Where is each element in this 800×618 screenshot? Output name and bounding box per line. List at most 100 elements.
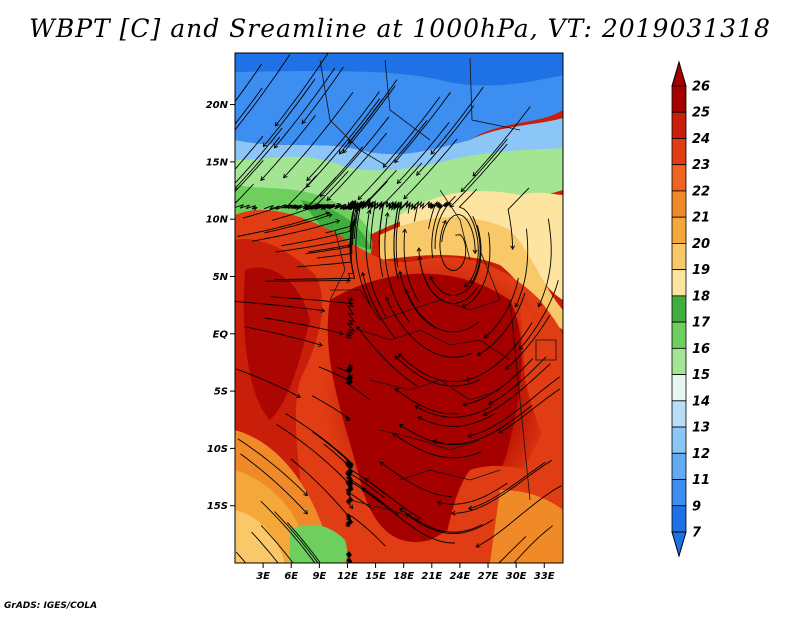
- streamline-arrow: [402, 228, 408, 234]
- streamline: [345, 491, 373, 510]
- streamline-arrow: [348, 504, 354, 510]
- streamline-arrow: [414, 405, 420, 410]
- streamline: [262, 78, 316, 147]
- lon-tick-label: 33E: [534, 571, 555, 582]
- streamline-arrow: [504, 365, 510, 370]
- streamline: [275, 53, 329, 127]
- streamline: [507, 187, 530, 250]
- streamline: [414, 405, 492, 418]
- streamline-arrow: [326, 196, 332, 201]
- colorbar-label: 26: [692, 80, 710, 95]
- streamline: [411, 200, 436, 230]
- streamline-arrow: [465, 376, 471, 382]
- streamline: [308, 219, 356, 253]
- streamline: [296, 222, 354, 268]
- streamline-arrow: [342, 148, 347, 154]
- streamline-arrow: [475, 543, 481, 548]
- streamline: [432, 404, 533, 445]
- streamline-arrow: [417, 416, 423, 421]
- lon-tick-label: 9E: [312, 571, 326, 582]
- streamline-arrow: [467, 505, 473, 511]
- streamline-arrow: [325, 211, 331, 216]
- streamline: [236, 368, 301, 398]
- streamline-arrow: [476, 351, 482, 356]
- lat-tick-label: 5N: [213, 272, 229, 283]
- streamline-arrow: [346, 278, 351, 283]
- streamline-arrow: [445, 201, 451, 207]
- streamline-arrow: [260, 176, 265, 182]
- streamline: [484, 277, 519, 339]
- colorbar-label: 19: [692, 263, 710, 278]
- streamline: [353, 199, 376, 249]
- streamline-arrow: [336, 203, 342, 208]
- streamline: [399, 271, 437, 329]
- colorbar-label: 7: [692, 526, 702, 541]
- streamline: [345, 513, 386, 547]
- streamline: [235, 301, 325, 312]
- streamline-arrow: [386, 203, 392, 208]
- streamline-arrow: [450, 510, 456, 516]
- streamline: [274, 67, 336, 149]
- colorbar-segment: [671, 505, 687, 533]
- colorbar-segment: [671, 269, 687, 297]
- latitude-axis: 20N 15N 10N 5N EQ 5S 10S 15S: [206, 100, 235, 512]
- streamline: [237, 212, 330, 237]
- streamline: [357, 120, 428, 200]
- streamline: [263, 204, 308, 210]
- colorbar-segment: [671, 164, 687, 192]
- streamline: [391, 201, 399, 280]
- streamline: [384, 212, 411, 323]
- streamline-arrow: [384, 212, 390, 217]
- streamline: [398, 353, 471, 383]
- streamline: [237, 438, 308, 496]
- streamline-arrow: [225, 204, 229, 208]
- streamline: [483, 363, 551, 416]
- streamline-arrow: [432, 439, 438, 445]
- streamline: [264, 214, 332, 234]
- streamline-arrow: [361, 487, 366, 493]
- streamline: [235, 136, 281, 189]
- streamline-arrow: [303, 509, 308, 515]
- chart-title: WBPT [C] and Sreamline at 1000hPa, VT: 2…: [29, 14, 771, 43]
- colorbar-label: 17: [692, 316, 711, 331]
- streamline: [451, 459, 553, 514]
- streamline: [519, 280, 559, 350]
- streamline-arrow: [227, 188, 231, 192]
- streamline-arrow: [394, 355, 400, 361]
- streamline-arrow: [360, 271, 366, 277]
- lat-tick-label: 15N: [206, 157, 229, 168]
- streamline: [251, 220, 340, 242]
- streamline-arrow: [384, 200, 390, 206]
- colorbar-segment: [671, 138, 687, 166]
- streamline: [477, 292, 526, 356]
- streamline-arrow: [384, 296, 390, 302]
- colorbar-segment: [671, 347, 687, 375]
- streamline-arrow: [389, 201, 395, 206]
- streamline-arrow: [318, 342, 324, 347]
- colorbar-segment: [671, 426, 687, 454]
- streamline-arrow: [487, 400, 493, 406]
- streamline-arrow: [394, 158, 399, 164]
- streamline-arrow: [537, 302, 543, 308]
- streamline: [356, 326, 418, 387]
- streamline-arrow: [404, 289, 410, 295]
- colorbar-label: 21: [692, 211, 710, 226]
- streamline-arrow: [303, 203, 309, 209]
- colorbar-label: 15: [692, 368, 710, 383]
- streamline-arrow: [416, 171, 421, 176]
- streamline: [235, 135, 264, 170]
- streamline-arrow: [472, 171, 478, 177]
- streamline: [355, 204, 372, 307]
- streamline: [274, 511, 319, 563]
- streamline: [399, 424, 465, 446]
- lat-tick-label: 20N: [206, 100, 229, 111]
- streamline-arrow: [398, 353, 403, 358]
- streamline-arrow: [399, 507, 404, 513]
- streamline-arrow: [483, 333, 489, 339]
- streamline: [385, 296, 473, 358]
- streamline: [393, 200, 402, 267]
- streamline-arrow: [464, 282, 469, 288]
- streamline: [513, 525, 553, 563]
- colorbar-label: 12: [692, 447, 710, 462]
- streamline: [465, 322, 533, 381]
